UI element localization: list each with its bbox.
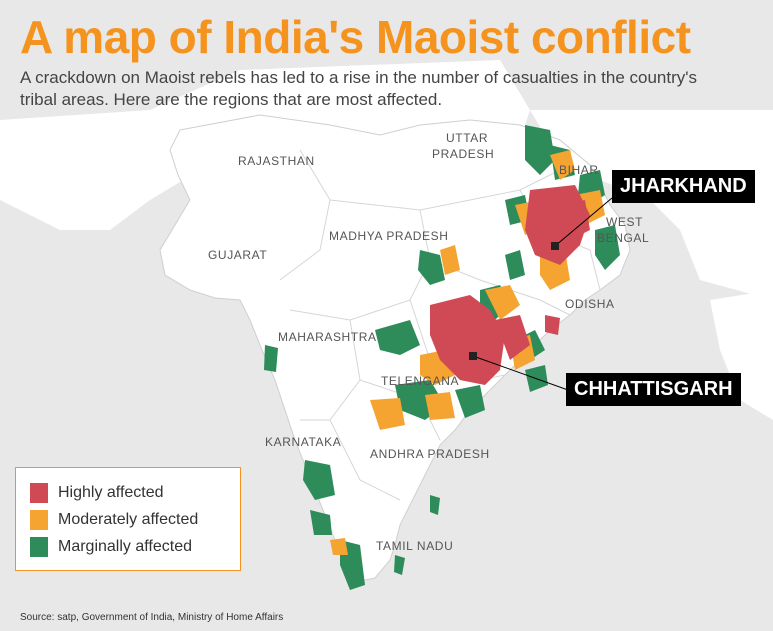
jharkhand-marker <box>551 242 559 250</box>
region-label-gujarat: GUJARAT <box>208 248 268 262</box>
region-label-west-bengal-line1: WEST <box>606 215 644 229</box>
chhattisgarh-leader-line <box>472 355 569 391</box>
region-label-telengana: TELENGANA <box>381 374 460 388</box>
region-label-karnataka: KARNATAKA <box>265 435 342 449</box>
region-label-odisha: ODISHA <box>565 297 615 311</box>
region-label-uttar-pradesh-line2: PRADESH <box>432 147 495 161</box>
region-label-tamil-nadu: TAMIL NADU <box>376 539 454 553</box>
highly-affected-areas <box>430 185 590 385</box>
legend-swatch-marginally <box>30 537 48 557</box>
region-label-rajasthan: RAJASTHAN <box>238 154 315 168</box>
legend-label-marginally: Marginally affected <box>58 538 192 555</box>
neighbouring-land-northeast <box>530 110 773 300</box>
region-label-madhya-pradesh: MADHYA PRADESH <box>329 229 449 243</box>
legend-label-moderately: Moderately affected <box>58 511 199 528</box>
jharkhand-leader-line <box>554 197 613 247</box>
source-note: Source: satp, Government of India, Minis… <box>20 612 284 623</box>
legend-label-highly: Highly affected <box>58 484 164 501</box>
chhattisgarh-marker <box>469 352 477 360</box>
region-label-andhra-pradesh: ANDHRA PRADESH <box>370 447 490 461</box>
page-title: A map of India's Maoist conflict <box>20 11 691 63</box>
callout-chhattisgarh: CHHATTISGARH <box>566 373 741 406</box>
region-label-west-bengal-line2: BENGAL <box>597 231 650 245</box>
region-label-bihar: BIHAR <box>559 163 599 177</box>
region-label-maharashtra: MAHARASHTRA <box>278 330 377 344</box>
callout-jharkhand: JHARKHAND <box>612 170 755 203</box>
callout-markers <box>469 197 613 391</box>
legend-swatch-highly <box>30 483 48 503</box>
page-subtitle: A crackdown on Maoist rebels has led to … <box>20 68 697 109</box>
neighbouring-land-east <box>710 290 773 420</box>
region-label-uttar-pradesh-line1: UTTAR <box>446 131 489 145</box>
legend-swatch-moderately <box>30 510 48 530</box>
legend: Highly affected Moderately affected Marg… <box>15 467 241 571</box>
